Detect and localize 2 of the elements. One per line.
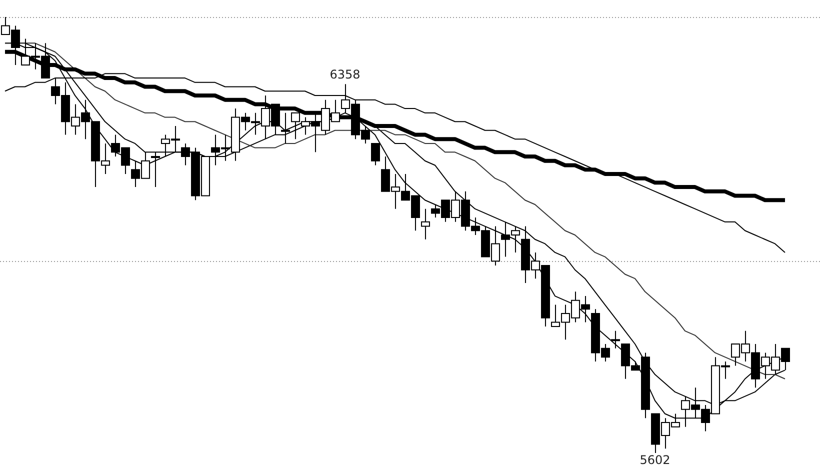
annotation: 5602: [640, 453, 670, 468]
annotation: 6358: [330, 67, 360, 82]
